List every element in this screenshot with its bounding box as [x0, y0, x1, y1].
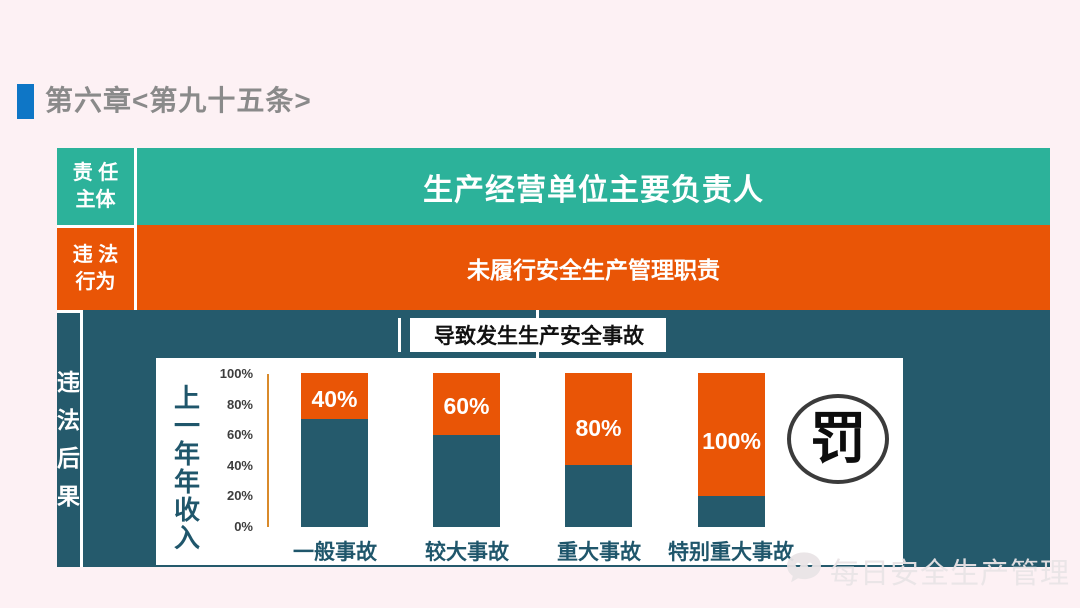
y-axis-line: [267, 374, 269, 527]
bar-larger-accident: 60%: [433, 373, 500, 527]
row-header-violation: 违 法 行为: [57, 225, 137, 310]
y-tick-60: 60%: [226, 427, 253, 442]
responsibility-content: 生产经营单位主要负责人: [137, 148, 1050, 225]
income-segment: [301, 419, 368, 527]
y-tick-0: 0%: [234, 519, 253, 534]
page-title: 第六章<第九十五条>: [45, 85, 312, 116]
fine-percent-label: 100%: [702, 428, 761, 454]
bar-major-accident: 80%: [565, 373, 632, 527]
row-header-consequence: 违法后果: [57, 310, 83, 567]
y-axis-label: 上一年年收入: [173, 383, 200, 553]
fine-percent-label: 60%: [443, 393, 490, 419]
x-label-larger-accident: 较大事故: [425, 541, 509, 564]
bar-general-accident: 40%: [301, 373, 368, 527]
x-label-major-accident: 重大事故: [557, 541, 641, 564]
y-tick-40: 40%: [226, 458, 253, 473]
watermark-text: 每日安全生产管理: [830, 557, 1071, 590]
wechat-icon: [782, 546, 826, 595]
watermark: 每日安全生产管理: [782, 546, 1070, 595]
accident-callout: 导致发生生产安全事故: [410, 318, 666, 352]
fine-segment: [433, 373, 500, 435]
y-tick-20: 20%: [226, 488, 253, 503]
title-accent-bar: [17, 84, 34, 119]
fine-segment: [698, 373, 765, 497]
law-table: 责 任 主体 生产经营单位主要负责人 违 法 行为 未履行安全生产管理职责 违法…: [57, 148, 1050, 567]
penalty-stamp: 罚: [787, 394, 889, 484]
bar-especially-major-accident: 100%: [698, 373, 765, 527]
income-segment: [565, 465, 632, 527]
income-segment: [433, 434, 500, 527]
y-tick-80: 80%: [226, 397, 253, 412]
callout-tick-line: [398, 318, 401, 352]
row-consequence: 违法后果 导致发生生产安全事故 上一年年收入 100% 80% 60% 40% …: [57, 310, 1050, 567]
x-label-especially-major-accident: 特别重大事故: [668, 541, 794, 564]
consequence-content: 导致发生生产安全事故 上一年年收入 100% 80% 60% 40% 20% 0…: [83, 310, 1050, 567]
fine-segment: [301, 373, 368, 420]
row-responsibility: 责 任 主体 生产经营单位主要负责人: [57, 148, 1050, 225]
x-label-general-accident: 一般事故: [293, 541, 377, 564]
fine-percent-label: 80%: [575, 415, 622, 441]
fine-percent-label: 40%: [311, 386, 358, 412]
violation-content: 未履行安全生产管理职责: [137, 225, 1050, 310]
row-violation: 违 法 行为 未履行安全生产管理职责: [57, 225, 1050, 310]
row-header-responsibility: 责 任 主体: [57, 148, 137, 225]
fine-segment: [565, 373, 632, 466]
y-tick-100: 100%: [219, 366, 253, 381]
income-segment: [698, 496, 765, 527]
fine-bar-chart: 上一年年收入 100% 80% 60% 40% 20% 0% 40%: [156, 358, 903, 565]
